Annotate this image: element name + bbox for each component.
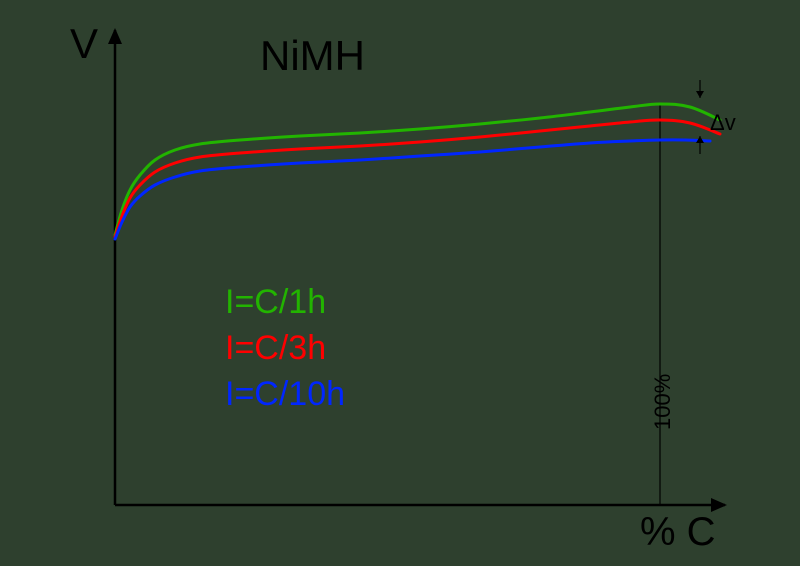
delta-v-label: Δv (710, 110, 736, 136)
legend: I=C/1h I=C/3h I=C/10h (225, 280, 345, 418)
chart-title: NiMH (260, 32, 365, 80)
curve-c10h (115, 140, 710, 239)
curve-c3h (115, 120, 720, 237)
hundred-percent-label: 100% (650, 374, 676, 430)
legend-item-c1h: I=C/1h (225, 280, 345, 326)
legend-item-c10h: I=C/10h (225, 372, 345, 418)
legend-item-c3h: I=C/3h (225, 326, 345, 372)
y-axis-label: V (70, 20, 98, 68)
chart-stage: V NiMH I=C/1h I=C/3h I=C/10h 100% Δv % C (0, 0, 800, 566)
x-axis-label: % C (640, 510, 716, 555)
plot-svg (0, 0, 800, 566)
